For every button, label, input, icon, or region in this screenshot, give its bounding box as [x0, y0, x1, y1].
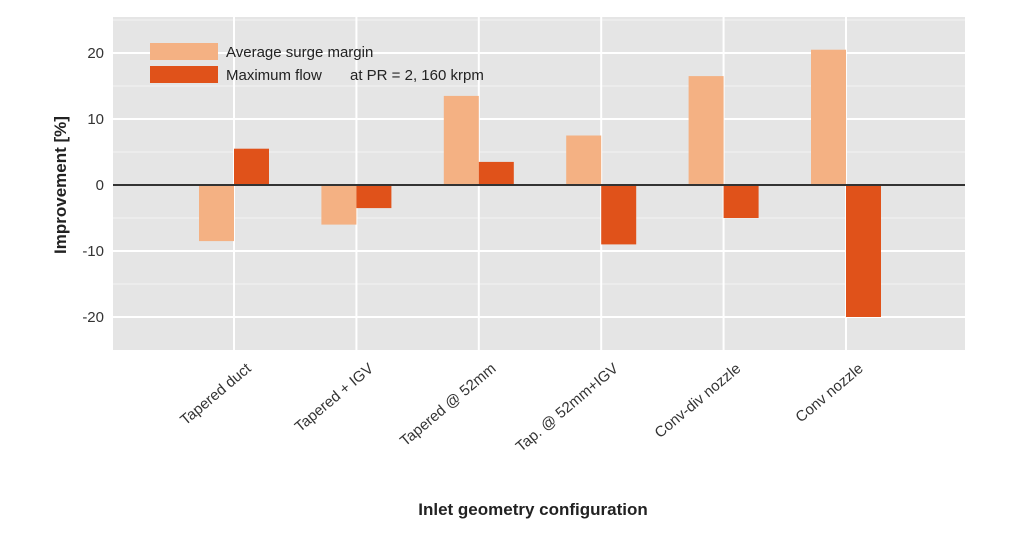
bar-average-surge-margin-tap-52mm-igv	[566, 135, 602, 185]
bar-average-surge-margin-conv-div-nozzle	[688, 76, 724, 185]
bar-average-surge-margin-conv-nozzle	[811, 49, 846, 186]
legend-swatch-maximum-flow	[150, 66, 218, 83]
bar-maximum-flow-tap-52mm-igv	[601, 185, 637, 245]
y-tick-label: -20	[82, 309, 104, 326]
x-tick-label-tapered-igv: Tapered + IGV	[292, 360, 377, 435]
bar-maximum-flow-tapered-52mm	[478, 161, 514, 185]
bar-average-surge-margin-tapered-duct	[199, 185, 234, 242]
legend-swatch-average-surge-margin	[150, 43, 218, 60]
y-tick-label: -10	[82, 243, 104, 260]
y-tick-label: 0	[96, 177, 104, 194]
bar-maximum-flow-conv-nozzle	[846, 185, 881, 317]
bars	[199, 49, 881, 317]
x-tick-labels: Tapered duct Tapered + IGV Tapered @ 52mm T…	[177, 360, 866, 456]
bar-maximum-flow-tapered-duct	[234, 148, 269, 185]
bar-average-surge-margin-tapered-igv	[321, 185, 357, 225]
legend: Average surge margin Maximum flow at PR …	[150, 43, 484, 84]
bar-maximum-flow-tapered-igv	[356, 185, 392, 209]
legend-label-average-surge-margin: Average surge margin	[226, 44, 373, 61]
x-tick-label-tapered-52mm: Tapered @ 52mm	[397, 360, 499, 450]
x-tick-label-conv-nozzle: Conv nozzle	[792, 360, 866, 426]
x-tick-label-tap-52mm-igv: Tap. @ 52mm+IGV	[513, 360, 622, 455]
y-tick-labels: -20 -10 0 10 20	[82, 45, 104, 326]
x-axis-title: Inlet geometry configuration	[418, 500, 648, 519]
y-tick-label: 20	[87, 45, 104, 62]
x-tick-label-tapered-duct: Tapered duct	[177, 360, 255, 429]
y-tick-label: 10	[87, 111, 104, 128]
legend-label-maximum-flow: Maximum flow	[226, 67, 322, 84]
chart-annotation: at PR = 2, 160 krpm	[350, 67, 484, 84]
y-axis-title: Improvement [%]	[51, 116, 70, 254]
x-tick-label-conv-div-nozzle: Conv-div nozzle	[651, 360, 744, 442]
bar-maximum-flow-conv-div-nozzle	[723, 185, 759, 218]
bar-average-surge-margin-tapered-52mm	[443, 95, 479, 185]
